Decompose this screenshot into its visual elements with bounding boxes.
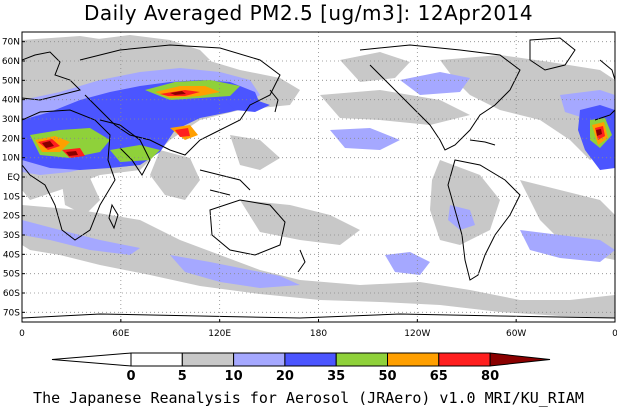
lat-tick-label: 60N [2, 57, 20, 67]
colorbar-tick-label: 10 [225, 369, 243, 384]
lon-tick-label: 60W [506, 329, 526, 339]
lon-tick-label: 0 [612, 329, 617, 339]
colorbar-swatch [181, 352, 235, 367]
coastlines [22, 37, 615, 319]
lon-tick-label: 120W [404, 329, 430, 339]
lat-tick-label: 10N [2, 154, 20, 164]
lat-tick-label: 10S [3, 192, 20, 202]
colorbar-max-arrow [489, 352, 551, 367]
lat-tick-label: 40S [3, 250, 20, 260]
colorbar-tick-label: 50 [378, 369, 396, 384]
lat-tick-label: 40N [2, 96, 20, 106]
lon-tick-label: 60E [112, 329, 129, 339]
colorbar-swatch [233, 352, 286, 367]
colorbar-tick-label: 20 [276, 369, 294, 384]
lat-tick-label: 50S [3, 270, 20, 280]
lat-tick-label: 20N [2, 134, 20, 144]
lon-tick-label: 0 [19, 329, 25, 339]
colorbar-tick-label: 80 [481, 369, 499, 384]
gridlines [22, 32, 615, 322]
lat-tick-label: EQ [7, 173, 20, 183]
colorbar-tick-label: 5 [178, 369, 187, 384]
lat-tick-label: 50N [2, 76, 20, 86]
level-80-plus-regions [42, 91, 602, 156]
lat-tick-label: 30N [2, 115, 20, 125]
colorbar-swatch [438, 352, 491, 367]
lat-tick-label: 70N [2, 38, 20, 48]
lon-tick-label: 180 [310, 329, 327, 339]
colorbar-swatch [335, 352, 389, 367]
latitude-axis: 70N 60N 50N 40N 30N 20N 10N EQ 10S 20S 30S 40S 50S 60… [2, 38, 25, 318]
colorbar: 0 5 10 20 35 50 65 80 [51, 352, 551, 384]
lon-tick-label: 120E [208, 329, 231, 339]
colorbar-tick-label: 65 [430, 369, 448, 384]
colorbar-tick-label: 35 [327, 369, 345, 384]
colorbar-swatch [130, 352, 183, 367]
longitude-axis: 0 60E 120E 180 120W 60W 0 [19, 319, 617, 339]
footer-credit: The Japanese Reanalysis for Aerosol (JRA… [33, 389, 584, 407]
colorbar-tick-label: 0 [126, 369, 135, 384]
pm25-field [22, 35, 615, 319]
lat-tick-label: 60S [3, 289, 20, 299]
lat-tick-label: 20S [3, 212, 20, 222]
map-title: Daily Averaged PM2.5 [ug/m3]: 12Apr2014 [83, 1, 534, 25]
colorbar-swatch [284, 352, 337, 367]
lat-tick-label: 30S [3, 231, 20, 241]
colorbar-min-arrow [51, 352, 132, 367]
lat-tick-label: 70S [3, 308, 20, 318]
colorbar-swatch [387, 352, 440, 367]
